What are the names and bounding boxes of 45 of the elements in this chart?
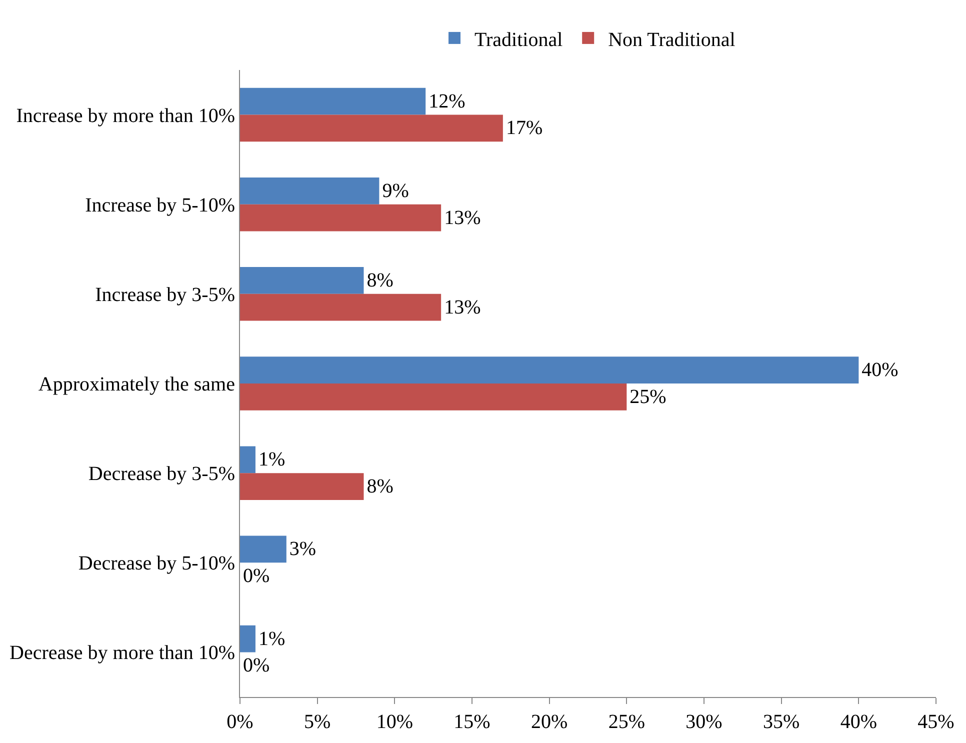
data-label: 40% bbox=[862, 359, 898, 382]
y-tick-label: Approximately the same bbox=[38, 374, 236, 396]
data-label: 9% bbox=[382, 180, 409, 202]
y-tick-label: Decrease by more than 10% bbox=[10, 642, 235, 664]
x-tick-label: 45% bbox=[918, 711, 954, 733]
x-tick-label: 40% bbox=[840, 711, 878, 733]
legend-label: Non Traditional bbox=[608, 28, 736, 51]
data-label: 1% bbox=[258, 628, 286, 650]
legend-label: Traditional bbox=[474, 28, 564, 51]
x-tick-label: 15% bbox=[454, 711, 490, 733]
y-tick-label: Increase by more than 10% bbox=[16, 104, 235, 127]
data-label: 25% bbox=[630, 386, 666, 408]
bar bbox=[240, 177, 380, 204]
data-label: 1% bbox=[258, 448, 286, 471]
data-label: 8% bbox=[366, 269, 394, 292]
data-label: 13% bbox=[444, 206, 481, 229]
bar bbox=[240, 294, 442, 321]
data-label: 8% bbox=[366, 476, 394, 498]
data-label: 0% bbox=[243, 654, 270, 677]
x-tick-label: 0% bbox=[226, 711, 254, 733]
bar bbox=[240, 446, 256, 474]
bar bbox=[240, 625, 256, 652]
x-tick-label: 35% bbox=[762, 711, 800, 733]
data-label: 0% bbox=[243, 565, 270, 588]
y-tick-label: Increase by 3-5% bbox=[95, 284, 235, 306]
y-tick-label: Decrease by 3-5% bbox=[88, 463, 235, 486]
bar bbox=[240, 384, 627, 410]
data-label: 13% bbox=[444, 296, 481, 318]
x-tick-label: 20% bbox=[530, 711, 568, 733]
x-tick-label: 5% bbox=[304, 711, 331, 733]
y-tick-label: Decrease by 5-10% bbox=[78, 552, 235, 575]
bar bbox=[240, 536, 286, 563]
x-tick-label: 30% bbox=[686, 711, 722, 733]
bar bbox=[240, 114, 503, 142]
bar bbox=[240, 356, 859, 384]
x-tick-label: 10% bbox=[376, 711, 414, 733]
y-tick-label: Increase by 5-10% bbox=[85, 194, 235, 216]
bar bbox=[240, 473, 364, 500]
data-label: 17% bbox=[506, 117, 543, 140]
bar bbox=[240, 267, 364, 294]
x-tick-label: 25% bbox=[608, 711, 646, 733]
data-label: 3% bbox=[289, 538, 316, 560]
bar bbox=[240, 88, 426, 115]
bar bbox=[240, 204, 442, 232]
data-label: 12% bbox=[428, 90, 466, 112]
